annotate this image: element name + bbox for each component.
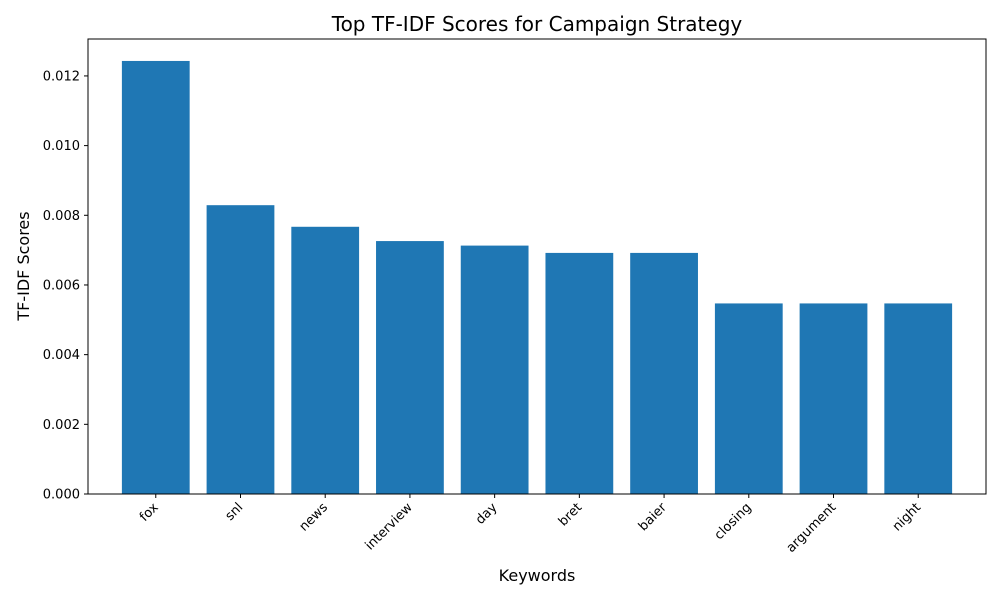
y-tick-label: 0.010: [43, 139, 80, 154]
x-tick-label-night: night: [890, 500, 924, 534]
bar-night: [884, 303, 953, 494]
x-tick-label-interview: interview: [363, 500, 416, 553]
x-axis-label: Keywords: [499, 566, 576, 585]
bar-day: [460, 245, 529, 494]
x-tick-label-fox: fox: [137, 500, 162, 525]
bar-news: [291, 226, 360, 494]
bar-bret: [545, 252, 614, 494]
bar-closing: [714, 303, 783, 494]
y-tick-label: 0.012: [43, 69, 80, 84]
y-axis: 0.000 0.002 0.004 0.006 0.008 0.010 0.012: [43, 69, 88, 503]
chart-title: Top TF-IDF Scores for Campaign Strategy: [331, 12, 743, 36]
y-tick-label: 0.008: [43, 209, 80, 224]
x-tick-label-day: day: [473, 500, 501, 528]
x-tick-label-baier: baier: [636, 500, 671, 535]
bar-baier: [630, 252, 698, 494]
y-tick-label: 0.002: [43, 418, 80, 433]
x-tick-label-news: news: [297, 500, 332, 535]
x-axis: fox snl news interview day bret baier closing ar…: [137, 494, 924, 556]
y-tick-label: 0.006: [43, 278, 80, 293]
x-tick-label-argument: argument: [784, 500, 840, 556]
bar-argument: [799, 303, 868, 494]
bar-snl: [206, 205, 275, 495]
bars-group: [121, 60, 953, 495]
bar-fox: [121, 60, 190, 494]
plot-frame: [87, 38, 987, 495]
x-tick-label-bret: bret: [556, 500, 585, 529]
x-tick-label-closing: closing: [712, 500, 755, 543]
y-tick-label: 0.000: [43, 488, 80, 503]
x-tick-label-snl: snl: [223, 500, 247, 524]
y-tick-label: 0.004: [43, 348, 80, 363]
y-axis-label: TF-IDF Scores: [14, 211, 33, 321]
bar-interview: [376, 241, 444, 494]
